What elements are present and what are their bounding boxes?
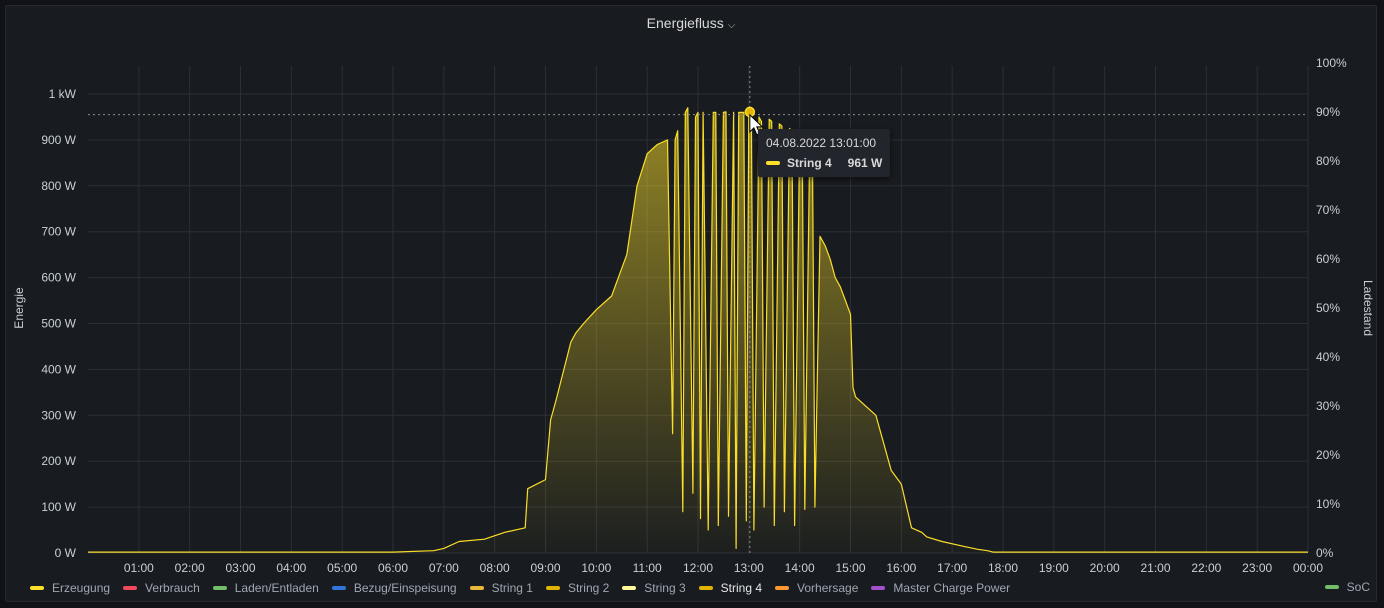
panel-title-text: Energiefluss (646, 15, 724, 31)
legend-swatch (331, 586, 346, 590)
legend-swatch (698, 586, 713, 590)
y-right-tick-label: 50% (1316, 301, 1340, 315)
y-right-tick-label: 70% (1316, 203, 1340, 217)
x-tick-label: 11:00 (633, 561, 662, 575)
y-tick-label: 100 W (41, 500, 76, 514)
legend-label: String 4 (720, 581, 763, 595)
x-tick-label: 02:00 (175, 561, 205, 575)
x-tick-label: 20:00 (1090, 561, 1120, 575)
legend-label: Master Charge Power (893, 581, 1011, 595)
legend-soc[interactable]: SoC (1324, 580, 1370, 594)
x-tick-label: 19:00 (1039, 561, 1069, 575)
hover-overlay (88, 66, 1308, 553)
x-tick-label: 22:00 (1191, 561, 1221, 575)
x-tick-label: 01:00 (124, 561, 154, 575)
legend-swatch (1324, 585, 1339, 589)
legend-item[interactable]: Vorhersage (775, 581, 858, 595)
tooltip-time: 04.08.2022 13:01:00 (766, 136, 877, 150)
hover-tooltip: 04.08.2022 13:01:00 String 4 961 W (758, 129, 891, 177)
legend-label: Erzeugung (52, 581, 111, 595)
x-tick-label: 15:00 (835, 561, 865, 575)
legend-item[interactable]: Verbrauch (123, 581, 200, 595)
legend-item[interactable]: Erzeugung (30, 581, 110, 595)
legend-swatch (469, 586, 484, 590)
legend-label: SoC (1346, 580, 1370, 594)
x-tick-label: 03:00 (225, 561, 255, 575)
y-tick-label: 1 kW (49, 87, 77, 101)
x-tick-label: 04:00 (276, 561, 306, 575)
legend-swatch (775, 586, 790, 590)
tooltip-value: 961 W (847, 156, 883, 170)
legend-label: Verbrauch (145, 581, 200, 595)
y-tick-label: 300 W (41, 408, 76, 422)
legend-item[interactable]: String 2 (545, 581, 610, 595)
chevron-down-icon[interactable]: ⌵ (727, 20, 736, 31)
x-tick-label: 10:00 (581, 561, 611, 575)
x-tick-label: 16:00 (886, 561, 916, 575)
legend-swatch (212, 586, 227, 590)
x-tick-label: 07:00 (429, 561, 459, 575)
tooltip-series: String 4 (787, 156, 832, 170)
y-right-tick-label: 0% (1316, 546, 1334, 560)
panel-title[interactable]: Energiefluss ⌵ (6, 15, 1376, 31)
y-tick-label: 700 W (41, 225, 76, 239)
legend-swatch (30, 586, 44, 590)
x-tick-label: 23:00 (1242, 561, 1272, 575)
x-tick-label: 18:00 (988, 561, 1018, 575)
legend-label: String 3 (644, 581, 686, 595)
y-axis-right: 0% 10% 20% 30% 40% 50% 60% 70% 80% 90% 100% (1316, 56, 1347, 560)
tooltip-swatch (766, 161, 780, 165)
y-right-tick-label: 10% (1316, 497, 1340, 511)
legend-label: String 1 (491, 581, 533, 595)
y-right-tick-label: 20% (1316, 448, 1340, 462)
y-right-tick-label: 60% (1316, 252, 1340, 266)
x-tick-label: 17:00 (937, 561, 967, 575)
x-tick-label: 09:00 (530, 561, 560, 575)
legend-item[interactable]: String 1 (469, 581, 533, 595)
x-axis: 01:00 02:00 03:00 04:00 05:00 06:00 07:00 08:00… (124, 561, 1324, 575)
x-tick-label: 06:00 (378, 561, 408, 575)
legend-item[interactable]: String 3 (622, 581, 686, 595)
y-axis-title-left: Energie (12, 287, 26, 329)
y-axis-left: 0 W 100 W 200 W 300 W 400 W 500 W 600 W 700 W 80… (41, 87, 76, 560)
legend: Erzeugung Verbrauch Laden/Entladen Bezug/Ei… (30, 580, 1374, 596)
series-layer (88, 107, 1308, 554)
legend-swatch (622, 586, 637, 590)
y-tick-label: 900 W (41, 133, 76, 147)
x-tick-label: 05:00 (327, 561, 357, 575)
legend-label: Laden/Entladen (234, 581, 319, 595)
y-tick-label: 200 W (41, 454, 76, 468)
x-tick-label: 08:00 (480, 561, 510, 575)
x-tick-label: 14:00 (785, 561, 815, 575)
y-tick-label: 600 W (41, 271, 76, 285)
y-axis-title-right: Ladestand (1361, 280, 1375, 336)
legend-swatch (871, 586, 886, 590)
y-tick-label: 500 W (41, 317, 76, 331)
legend-swatch (545, 586, 560, 590)
x-tick-label: 00:00 (1293, 561, 1323, 575)
y-right-tick-label: 90% (1316, 105, 1340, 119)
y-tick-label: 0 W (55, 546, 77, 560)
y-right-tick-label: 30% (1316, 399, 1340, 413)
y-right-tick-label: 80% (1316, 154, 1340, 168)
tooltip-row: String 4 961 W (766, 156, 882, 170)
legend-item[interactable]: Laden/Entladen (212, 581, 319, 595)
legend-item[interactable]: Bezug/Einspeisung (331, 581, 457, 595)
x-tick-label: 13:00 (734, 561, 764, 575)
legend-item[interactable]: String 4 (698, 581, 763, 595)
y-tick-label: 400 W (41, 362, 76, 376)
x-tick-label: 12:00 (683, 561, 713, 575)
series-line (88, 107, 1308, 553)
legend-label: Vorhersage (797, 581, 859, 595)
legend-label: String 2 (567, 581, 610, 595)
legend-label: Bezug/Einspeisung (353, 581, 457, 595)
x-tick-label: 21:00 (1140, 561, 1170, 575)
legend-swatch (123, 586, 138, 590)
y-right-tick-label: 100% (1316, 56, 1347, 70)
y-tick-label: 800 W (41, 179, 76, 193)
legend-item[interactable]: Master Charge Power (871, 581, 1010, 595)
series-area (88, 107, 1308, 554)
y-right-tick-label: 40% (1316, 350, 1340, 364)
